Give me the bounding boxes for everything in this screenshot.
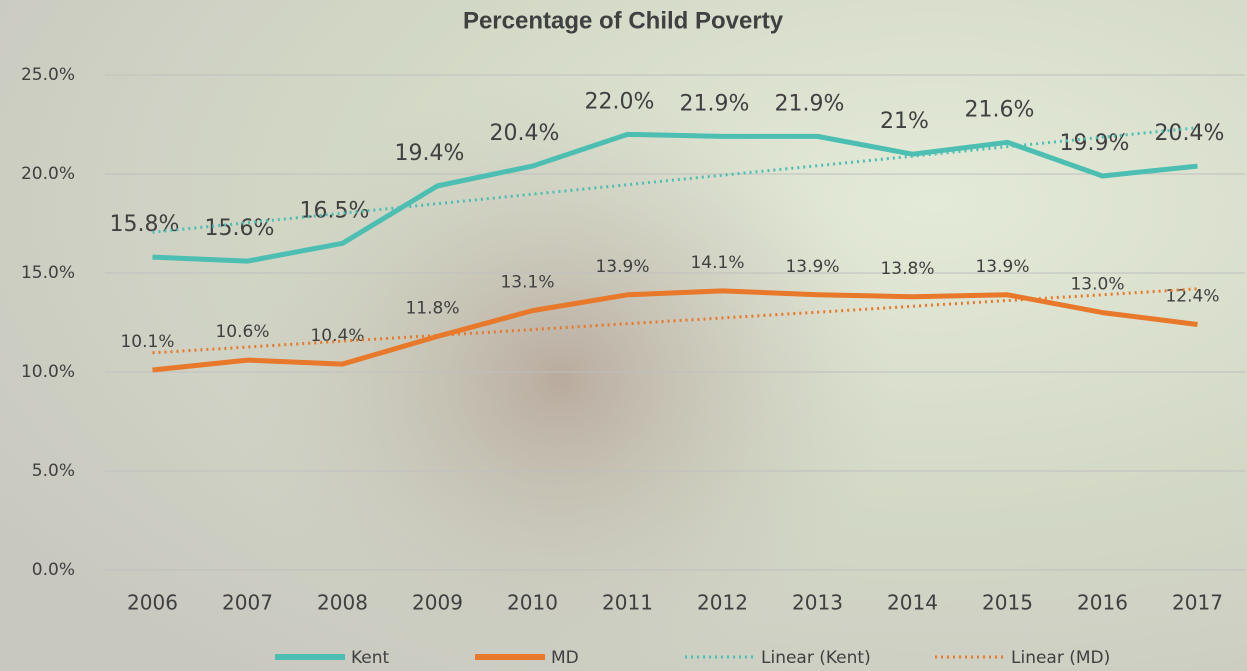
data-label: 22.0% (585, 89, 655, 114)
data-label: 21.9% (775, 91, 845, 116)
legend-label: MD (551, 648, 579, 668)
background-photo (230, 80, 890, 671)
trend-line (152, 287, 1198, 355)
y-tick-label: 0.0% (32, 560, 75, 580)
data-label: 19.9% (1060, 131, 1130, 156)
x-tick-label: 2007 (222, 591, 273, 615)
data-label: 14.1% (690, 253, 744, 273)
data-label: 15.6% (205, 216, 275, 241)
y-tick-label: 15.0% (21, 263, 75, 283)
data-label: 19.4% (395, 141, 465, 166)
data-line (152, 288, 1198, 373)
x-tick-label: 2017 (1172, 591, 1223, 615)
data-label: 12.4% (1165, 286, 1219, 306)
y-tick-label: 20.0% (21, 164, 75, 184)
x-tick-label: 2011 (602, 591, 653, 615)
x-tick-label: 2006 (127, 591, 178, 615)
data-label: 15.8% (110, 212, 180, 237)
x-tick-label: 2014 (887, 591, 938, 615)
y-tick-label: 10.0% (21, 362, 75, 382)
data-label: 13.9% (595, 257, 649, 277)
data-label: 13.8% (880, 259, 934, 279)
data-label: 10.1% (120, 332, 174, 352)
data-line (152, 131, 1198, 264)
data-label: 20.4% (490, 121, 560, 146)
x-tick-label: 2015 (982, 591, 1033, 615)
legend-label: Linear (Kent) (761, 648, 871, 668)
y-tick-label: 25.0% (21, 65, 75, 85)
data-label: 13.9% (975, 257, 1029, 277)
trend-line (152, 126, 1198, 234)
x-tick-label: 2008 (317, 591, 368, 615)
data-label: 11.8% (405, 298, 459, 318)
legend-label: Linear (MD) (1011, 648, 1110, 668)
data-label: 16.5% (300, 198, 370, 223)
data-label: 20.4% (1155, 121, 1225, 146)
chart-title: Percentage of Child Poverty (463, 7, 784, 34)
legend-label: Kent (351, 648, 390, 668)
x-tick-label: 2009 (412, 591, 463, 615)
data-label: 13.0% (1070, 275, 1124, 295)
data-label: 21.9% (680, 91, 750, 116)
x-tick-label: 2012 (697, 591, 748, 615)
data-label: 13.9% (785, 257, 839, 277)
data-label: 13.1% (500, 273, 554, 293)
x-tick-label: 2013 (792, 591, 843, 615)
x-tick-label: 2016 (1077, 591, 1128, 615)
data-label: 21% (880, 109, 929, 134)
data-label: 10.4% (310, 326, 364, 346)
data-label: 21.6% (965, 97, 1035, 122)
data-label: 10.6% (215, 322, 269, 342)
y-tick-label: 5.0% (32, 461, 75, 481)
x-tick-label: 2010 (507, 591, 558, 615)
